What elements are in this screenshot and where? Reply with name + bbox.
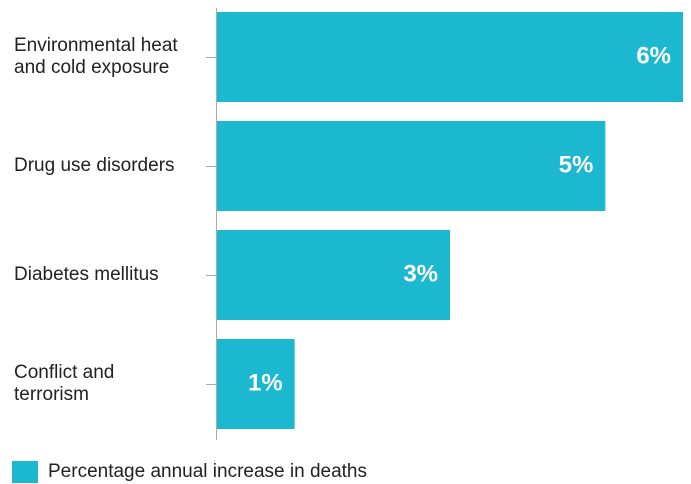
category-labels: Environmental heat and cold exposure Drug …	[14, 35, 178, 405]
legend: Percentage annual increase in deaths	[12, 460, 367, 484]
legend-swatch	[12, 461, 38, 483]
bar	[217, 121, 606, 211]
data-labels: 6% 5% 3% 1%	[248, 42, 671, 396]
bar	[217, 12, 683, 102]
ticks-layer	[206, 57, 216, 385]
data-label: 3%	[403, 260, 438, 287]
bar	[217, 230, 450, 320]
category-label: Conflict and terrorism	[14, 362, 114, 405]
bar	[217, 339, 295, 429]
category-label: Drug use disorders	[14, 155, 175, 176]
category-label-line: Diabetes mellitus	[14, 264, 159, 285]
data-label: 6%	[636, 42, 671, 69]
data-label: 1%	[248, 369, 283, 396]
category-label-line: Conflict and	[14, 362, 114, 383]
category-label: Environmental heat and cold exposure	[14, 35, 178, 78]
category-label-line: Environmental heat	[14, 35, 178, 56]
category-label-line: and cold exposure	[14, 57, 169, 78]
data-label: 5%	[559, 151, 594, 178]
bars-layer	[217, 12, 683, 429]
legend-label: Percentage annual increase in deaths	[48, 461, 368, 482]
category-label: Diabetes mellitus	[14, 264, 159, 285]
category-label-line: terrorism	[14, 384, 89, 405]
category-label-line: Drug use disorders	[14, 155, 175, 176]
